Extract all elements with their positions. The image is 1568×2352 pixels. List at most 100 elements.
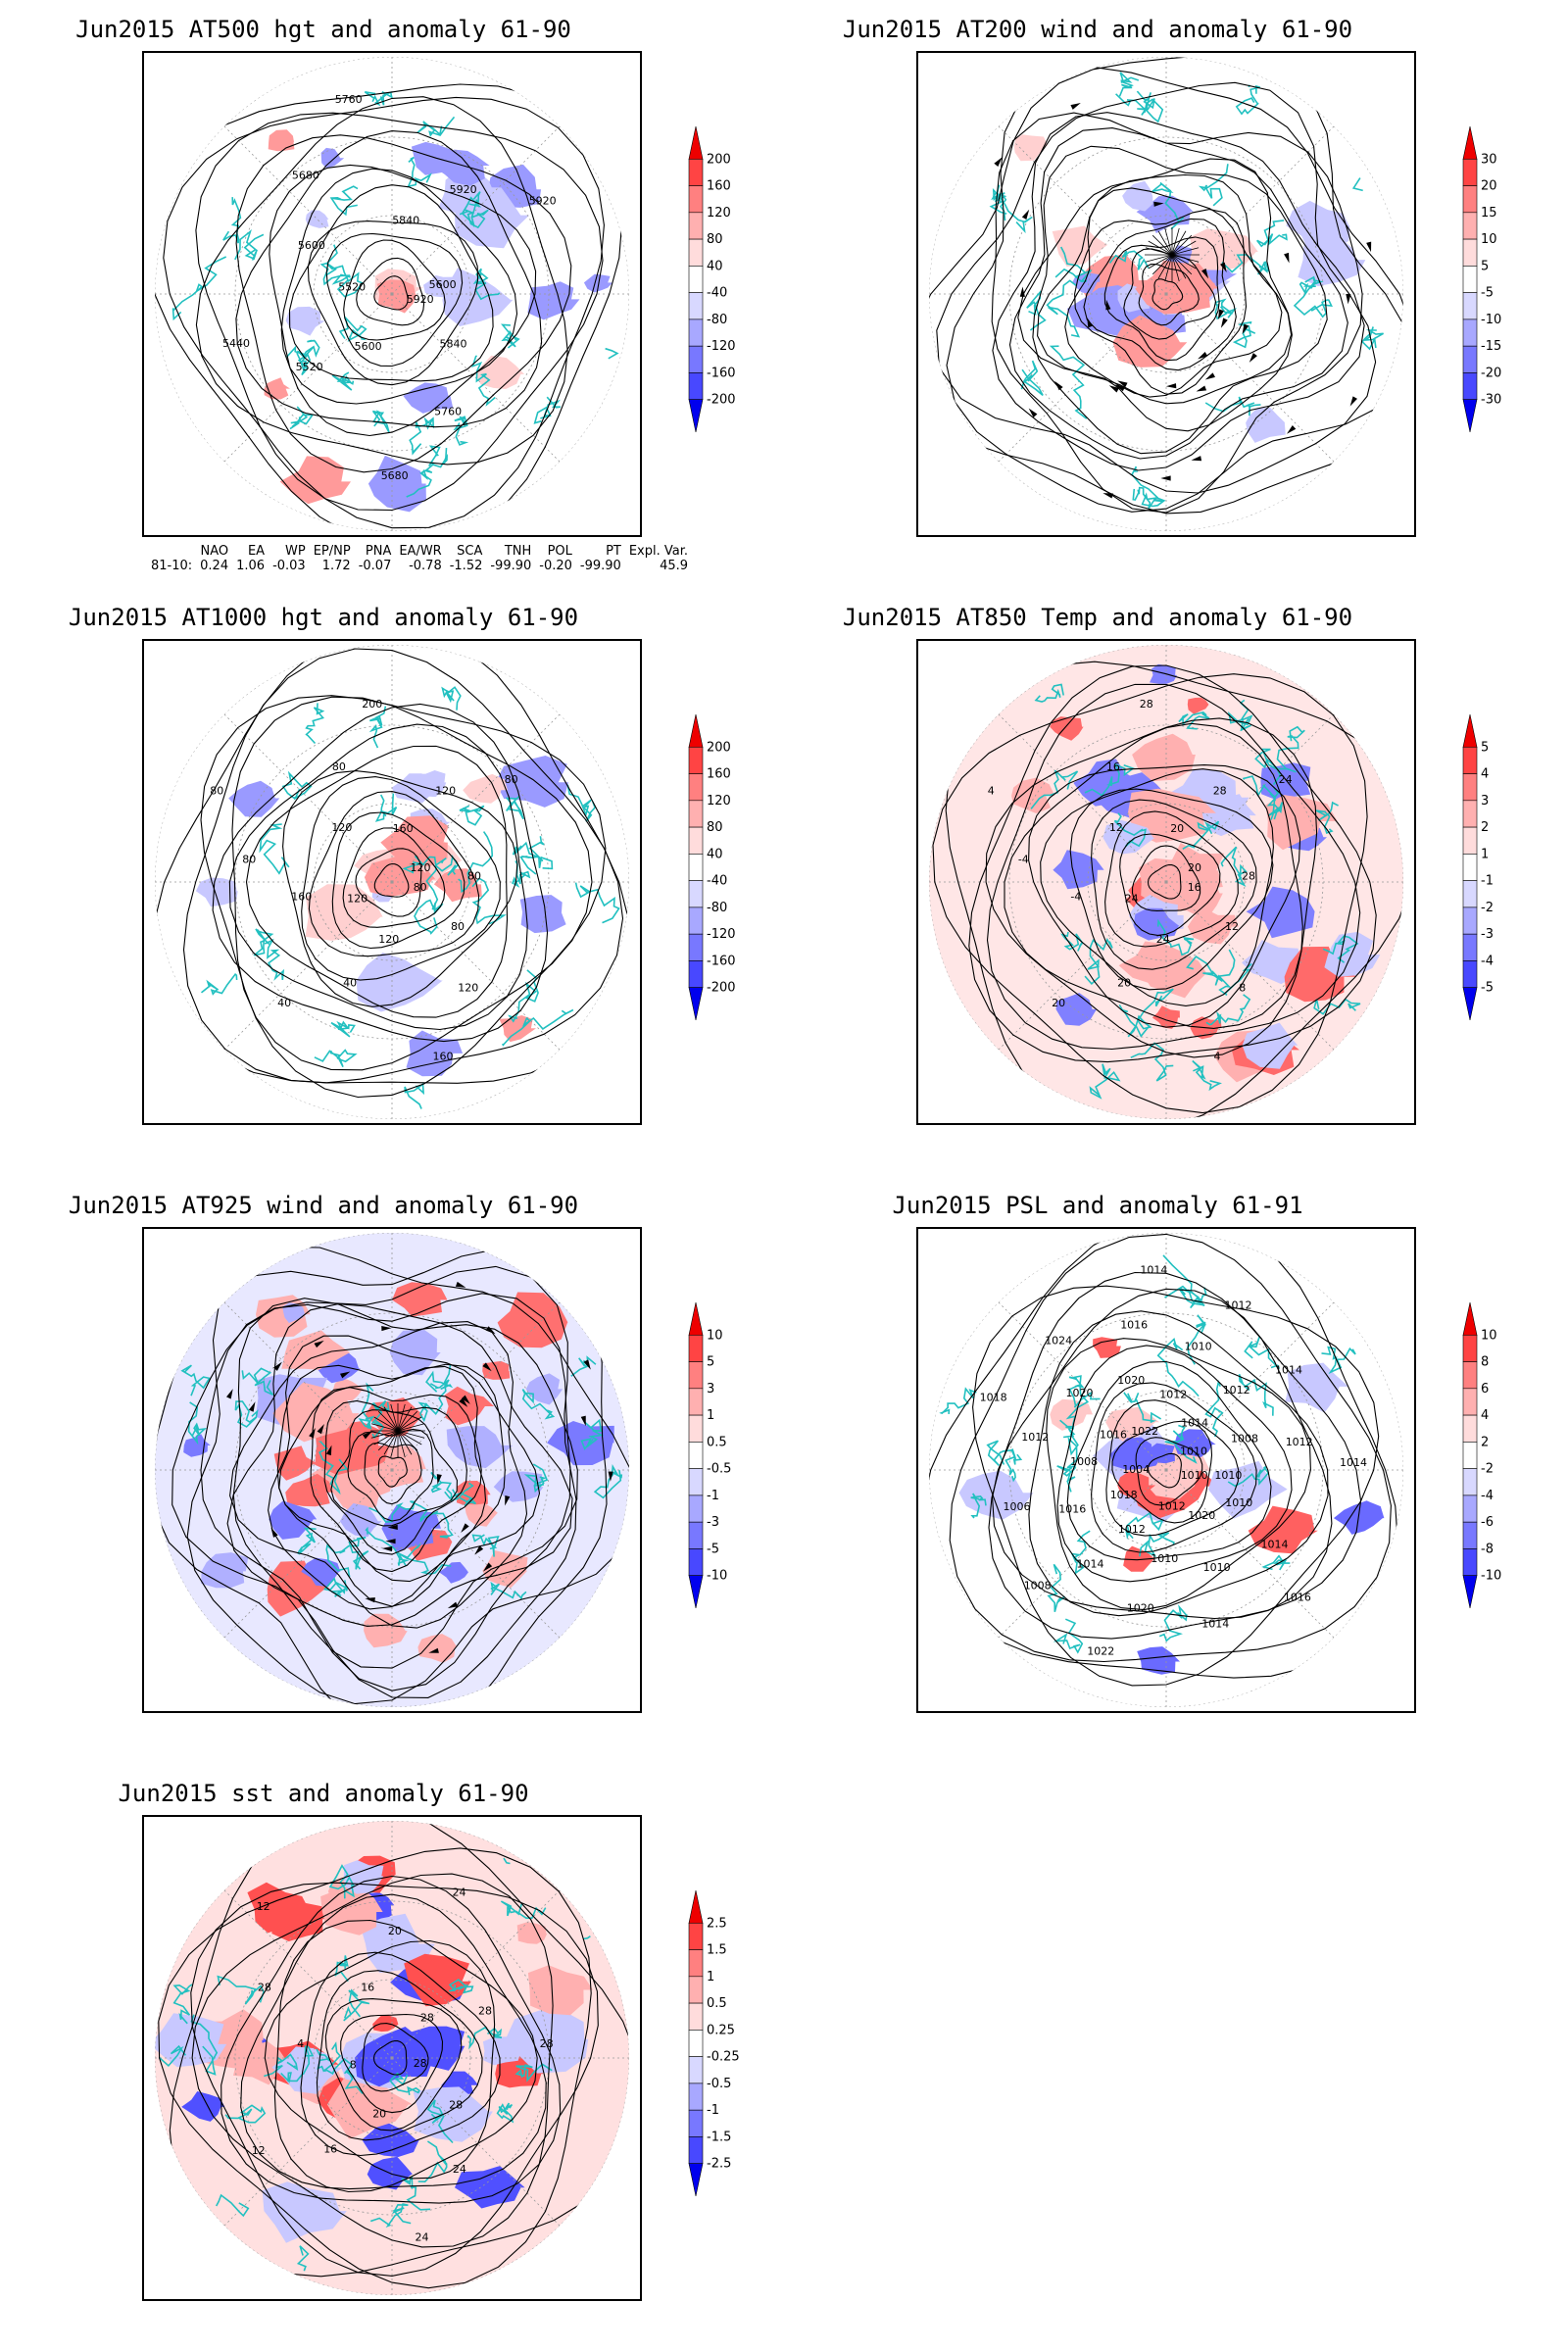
colorbar-label: 2.5 — [707, 1916, 727, 1931]
coastline — [986, 1440, 1017, 1466]
colorbar-label: -80 — [707, 901, 727, 915]
streamline — [1152, 234, 1173, 256]
colorbar-graphic: 200 160 120 80 40 -40 -80 -120 -160 -200 — [688, 125, 736, 433]
anomaly-patch — [1285, 1362, 1348, 1413]
colorbar-label: -3 — [1481, 927, 1494, 942]
anomaly-patch — [1102, 819, 1155, 855]
contour-label: 1010 — [1180, 1446, 1207, 1458]
coastline — [329, 185, 359, 217]
contour-label: 20 — [1117, 977, 1131, 990]
contour-line — [269, 164, 537, 437]
flow-arrow — [505, 1494, 511, 1506]
coastline — [471, 355, 496, 407]
index-value: -0.78 — [409, 559, 442, 573]
contour-label: 1014 — [1275, 1364, 1302, 1377]
contour-line — [330, 1409, 458, 1527]
contour-line — [1032, 145, 1328, 455]
anomaly-patch — [505, 2010, 589, 2074]
contour-label: 5600 — [298, 239, 325, 252]
index-header: NAO — [200, 544, 229, 559]
colorbar-label: -200 — [707, 981, 736, 996]
contour-label: 16 — [361, 1981, 374, 1993]
coastline — [1322, 935, 1359, 963]
coastline — [471, 1534, 500, 1557]
contour-line — [228, 723, 528, 1031]
contour-label: 28 — [449, 2099, 463, 2112]
index-value: -0.03 — [272, 559, 306, 573]
contour-line — [1040, 768, 1274, 1006]
coastline — [490, 1581, 527, 1600]
anomaly-patch — [332, 1377, 367, 1401]
panel-500-hgt: Jun2015 AT500 hgt and anomaly 61-90 5920… — [0, 0, 784, 588]
index-value: 1.06 — [236, 559, 266, 573]
coastline-layer — [158, 1857, 591, 2272]
anomaly-patch — [281, 1330, 351, 1370]
anomaly-patch — [356, 953, 443, 1012]
contour-line — [324, 1998, 463, 2132]
contour-line — [1105, 1399, 1240, 1537]
contour-label: 1014 — [1181, 1417, 1208, 1430]
colorbar-bin — [1462, 318, 1478, 347]
anomaly-patch — [1052, 225, 1108, 268]
colorbar-bin — [688, 746, 704, 774]
flow-arrow — [1028, 408, 1038, 417]
flow-arrow — [1102, 493, 1113, 499]
coastline — [1049, 345, 1088, 419]
graticule — [929, 57, 1403, 531]
contour-line — [945, 661, 1403, 1119]
coastline — [1056, 1465, 1077, 1493]
colorbar-bins — [1462, 713, 1478, 1021]
colorbar-bins — [1462, 1301, 1478, 1609]
flow-arrow — [461, 1523, 469, 1533]
coastline — [416, 116, 456, 137]
colorbar-bins — [1462, 125, 1478, 433]
colorbar-label: -10 — [1481, 313, 1501, 327]
colorbar-label: -200 — [707, 393, 736, 408]
contour-label: 5840 — [440, 338, 467, 351]
map-frame: 1010 1010 1014 1016 1020 1010 1014 1012 1010 1020… — [916, 1227, 1416, 1713]
meridian — [223, 881, 393, 1051]
coastline — [939, 1387, 977, 1415]
panel-title: Jun2015 AT1000 hgt and anomaly 61-90 — [68, 604, 579, 631]
colorbar-label: 10 — [707, 1328, 723, 1343]
contour-line — [356, 257, 425, 326]
colorbar-bins — [688, 1889, 704, 2197]
map-content: 1010 1010 1014 1016 1020 1010 1014 1012 1010 1020… — [929, 1233, 1403, 1707]
contour-label: 1012 — [1021, 1431, 1049, 1444]
streamline — [1171, 254, 1193, 275]
anomaly-shading — [1011, 663, 1381, 1083]
colorbar-label: -10 — [707, 1569, 727, 1584]
colorbar-bins — [688, 713, 704, 1021]
anomaly-patch — [338, 1481, 381, 1514]
anomaly-patch — [519, 895, 566, 934]
contour-label: 5920 — [407, 293, 434, 306]
contour-label: 20 — [372, 2108, 386, 2121]
coastline — [496, 2102, 514, 2124]
contour-label: 24 — [453, 2163, 466, 2176]
contour-label: -4 — [1070, 890, 1081, 903]
anomaly-patch — [423, 274, 456, 298]
contour-label: 200 — [362, 698, 382, 710]
streamline — [397, 1430, 418, 1451]
contour-label: 1012 — [1225, 1299, 1252, 1312]
anomaly-patch — [282, 1302, 305, 1323]
colorbar-label: -1 — [707, 2103, 719, 2118]
coastline — [1178, 711, 1210, 730]
coastline — [1227, 699, 1253, 732]
contour-label: 24 — [416, 2231, 429, 2244]
coastline-layer — [180, 1355, 623, 1600]
colorbar-triangle-top — [688, 125, 704, 160]
contour-label: 1012 — [1223, 1384, 1250, 1396]
coastline — [372, 410, 390, 433]
polar-map — [155, 1233, 629, 1707]
coastline — [1164, 1285, 1205, 1309]
coastline — [1186, 1314, 1206, 1365]
coastline — [406, 464, 434, 498]
coastline — [348, 1537, 369, 1570]
map-content — [929, 57, 1403, 531]
colorbar-triangle-bottom — [688, 2163, 704, 2197]
graticule — [155, 645, 629, 1119]
coastline — [358, 1382, 375, 1430]
contour-label: 5520 — [338, 280, 366, 293]
streamline — [1171, 240, 1197, 256]
